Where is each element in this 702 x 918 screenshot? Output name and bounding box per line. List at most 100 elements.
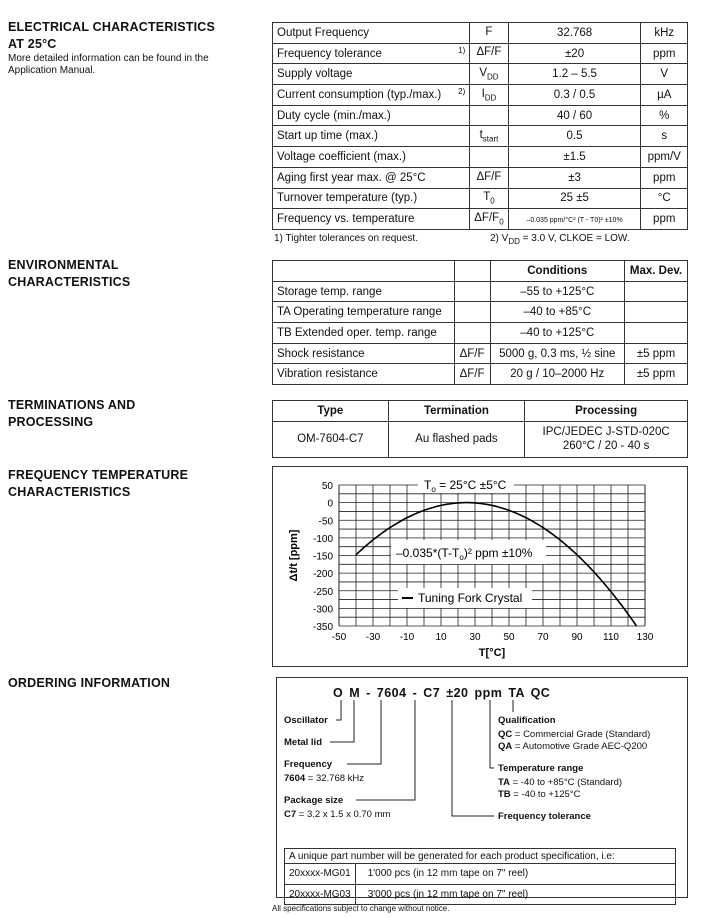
key: TA bbox=[498, 777, 510, 788]
code-pkg: C7 bbox=[423, 686, 441, 700]
electrical-heading: ELECTRICAL CHARACTERISTICS AT 25°C bbox=[8, 19, 215, 53]
value: 40 / 60 bbox=[556, 109, 593, 122]
y-tick-label: -200 bbox=[313, 569, 333, 580]
annotation-part: o bbox=[431, 485, 436, 494]
param: Frequency tolerance bbox=[277, 47, 382, 60]
pn-note: A unique part number will be generated f… bbox=[284, 848, 676, 864]
code-freq: 7604 bbox=[376, 686, 407, 700]
x-tick-label: 110 bbox=[603, 632, 619, 643]
value: 0.3 / 0.5 bbox=[553, 88, 596, 101]
environmental-table: Conditions Max. Dev. Storage temp. range… bbox=[272, 260, 688, 386]
symbol: t bbox=[479, 129, 483, 142]
annotation-bg bbox=[391, 540, 546, 564]
param: Duty cycle (min./max.) bbox=[277, 109, 391, 122]
value: 0.5 bbox=[566, 130, 583, 143]
val: = 3.2 x 1.5 x 0.70 mm bbox=[296, 809, 391, 820]
term-type: OM-7604-C7 bbox=[272, 420, 389, 458]
param: Voltage coefficient (max.) bbox=[277, 150, 406, 163]
x-tick-label: 10 bbox=[435, 632, 447, 643]
qc-desc: QC = Commercial Grade (Standard) bbox=[498, 729, 650, 741]
electrical-note: More detailed information can be found i… bbox=[8, 53, 209, 76]
code-m: M bbox=[349, 686, 361, 700]
processing-line: 260°C / 20 - 40 s bbox=[562, 440, 650, 453]
series-line-tuning-fork-crystal bbox=[355, 501, 638, 627]
y-axis-label: Δt/t [ppm] bbox=[288, 529, 300, 581]
formula-annotation: –0.035*(T-To)² ppm ±10% bbox=[396, 546, 533, 562]
symbol-cell: ΔF/F0 bbox=[469, 208, 509, 230]
terminations-heading: TERMINATIONS AND PROCESSING bbox=[8, 397, 136, 431]
legend-bg bbox=[398, 588, 532, 608]
label-metal-lid: Metal lid bbox=[284, 737, 323, 748]
x-tick-label: -30 bbox=[366, 632, 381, 643]
val: = Commercial Grade (Standard) bbox=[512, 729, 651, 740]
table-row: Current consumption (typ./max.) 2) IDD 0.3 … bbox=[271, 84, 688, 106]
unit-cell: ppm bbox=[640, 166, 688, 189]
heading-line: CHARACTERISTICS bbox=[8, 485, 131, 499]
x-tick-label: 130 bbox=[637, 632, 654, 643]
param-cell: Frequency vs. temperature bbox=[271, 208, 471, 230]
label-freq-tol: Frequency tolerance bbox=[498, 811, 591, 822]
value: ±3 bbox=[568, 171, 581, 184]
key: C7 bbox=[284, 809, 297, 820]
param: Aging first year max. @ 25°C bbox=[277, 171, 426, 184]
environmental-heading: ENVIRONMENTAL CHARACTERISTICS bbox=[8, 257, 130, 291]
table-row: Vibration resistance ΔF/F 20 g / 10–2000 H… bbox=[272, 363, 688, 386]
param-cell: Duty cycle (min./max.) bbox=[271, 104, 471, 127]
pn-code: 20xxxx-MG01 bbox=[284, 863, 356, 885]
x-tick-label: -50 bbox=[332, 632, 347, 643]
symbol-sub: 0 bbox=[490, 196, 495, 206]
symbol-sub: 0 bbox=[499, 217, 504, 227]
label-frequency: Frequency bbox=[284, 759, 333, 770]
term-termination: Au flashed pads bbox=[387, 420, 526, 458]
table-row: Storage temp. range –55 to +125°C bbox=[272, 280, 688, 303]
heading-line: ENVIRONMENTAL bbox=[8, 258, 119, 272]
env-cell: Vibration resistance bbox=[272, 363, 455, 386]
package-desc: C7 = 3.2 x 1.5 x 0.70 mm bbox=[284, 809, 390, 821]
heading-line: PROCESSING bbox=[8, 415, 94, 429]
symbol: V bbox=[479, 67, 487, 80]
y-tick-label: -300 bbox=[313, 604, 333, 615]
symbol-sub: DD bbox=[487, 72, 499, 82]
chart-frame bbox=[272, 466, 688, 667]
x-tick-label: -10 bbox=[400, 632, 415, 643]
param: Start up time (max.) bbox=[277, 130, 378, 143]
pn-desc: 3'000 pcs (in 12 mm tape on 7" reel) bbox=[354, 883, 677, 906]
val: = -40 to +85°C (Standard) bbox=[509, 777, 623, 788]
legend-label: Tuning Fork Crystal bbox=[418, 591, 522, 605]
label-oscillator: Oscillator bbox=[284, 715, 328, 726]
freq-temp-heading: FREQUENCY TEMPERATURE CHARACTERISTICS bbox=[8, 467, 188, 501]
annotation-part: –0.035*(T-T bbox=[396, 546, 460, 560]
symbol-sub: start bbox=[482, 134, 499, 144]
unit-cell: V bbox=[640, 63, 688, 86]
x-tick-label: 30 bbox=[469, 632, 481, 643]
x-axis-label: T[°C] bbox=[479, 647, 506, 659]
footnote-2: 2) VDD = 3.0 V, CLKOE = LOW. bbox=[490, 233, 630, 246]
value-cell: ±3 bbox=[507, 166, 642, 189]
table-row: Frequency vs. temperature ΔF/F0 –0.035 ppm… bbox=[271, 208, 688, 230]
leader-package bbox=[356, 700, 416, 801]
key: QC bbox=[498, 729, 513, 740]
leader-tolerance bbox=[451, 700, 494, 817]
term-processing: IPC/JEDEC J-STD-020C 260°C / 20 - 40 s bbox=[524, 420, 688, 458]
y-tick-label: -50 bbox=[319, 516, 334, 527]
x-tick-label: 90 bbox=[571, 632, 583, 643]
label-package: Package size bbox=[284, 795, 344, 806]
code-o: O bbox=[333, 686, 344, 700]
annotation-part: = 25°C ±5°C bbox=[436, 478, 507, 492]
symbol: F bbox=[485, 25, 493, 38]
ta-desc: TA = -40 to +85°C (Standard) bbox=[498, 777, 622, 789]
pn-desc: 1'000 pcs (in 12 mm tape on 7" reel) bbox=[354, 863, 677, 885]
note-ref: 1) bbox=[458, 45, 466, 55]
param: Turnover temperature (typ.) bbox=[277, 192, 418, 205]
heading-line: AT 25°C bbox=[8, 37, 57, 51]
turnover-annotation: To = 25°C ±5°C bbox=[424, 478, 507, 494]
env-cell: ΔF/F bbox=[453, 363, 491, 386]
table-row: Shock resistance ΔF/F 5000 g, 0.3 ms, ½ si… bbox=[272, 342, 688, 365]
param-cell: Current consumption (typ./max.) 2) bbox=[271, 84, 471, 106]
part-number-table: A unique part number will be generated f… bbox=[284, 848, 677, 906]
fn-text: = 3.0 V, CLKOE = LOW. bbox=[519, 233, 630, 244]
value: ±20 bbox=[565, 47, 585, 60]
value-cell: –0.035 ppm/°C² (T - T0)² ±10% bbox=[507, 208, 642, 230]
annotation-part: )² ppm ±10% bbox=[464, 546, 533, 560]
